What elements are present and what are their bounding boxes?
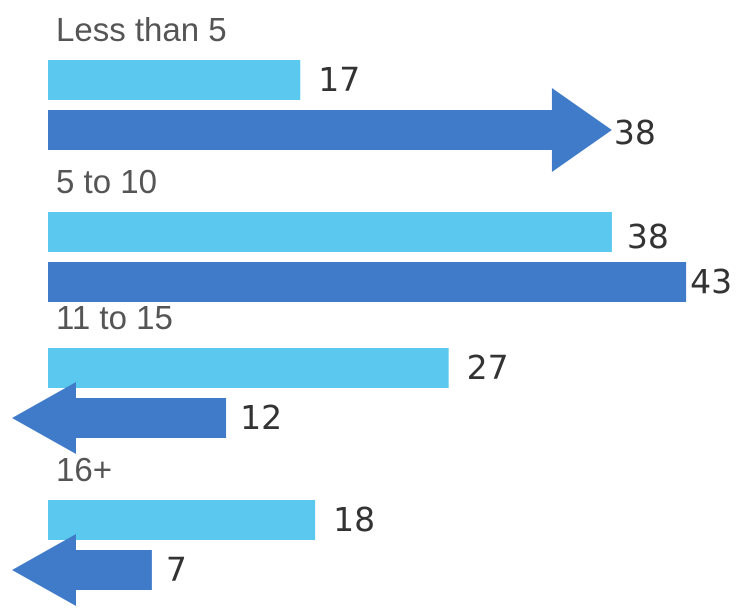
value-label: 38 [627,217,669,256]
value-label: 7 [166,550,187,589]
bar [48,212,612,252]
bar [48,262,687,302]
bar [48,60,301,100]
value-label: 27 [467,348,509,387]
bar [48,348,449,388]
value-label: 17 [318,60,360,99]
value-label: 18 [333,500,375,539]
category-label: Less than 5 [56,11,227,48]
bar-arrow-left [12,534,152,606]
bar-arrow-right [48,88,612,172]
category-label: 16+ [56,451,112,488]
category-label: 5 to 10 [56,163,157,200]
category-label: 11 to 15 [56,299,173,336]
bar [48,500,316,540]
value-label: 12 [240,398,282,437]
value-label: 43 [690,262,732,301]
value-label: 38 [614,113,656,152]
bar-arrow-left [12,382,227,454]
